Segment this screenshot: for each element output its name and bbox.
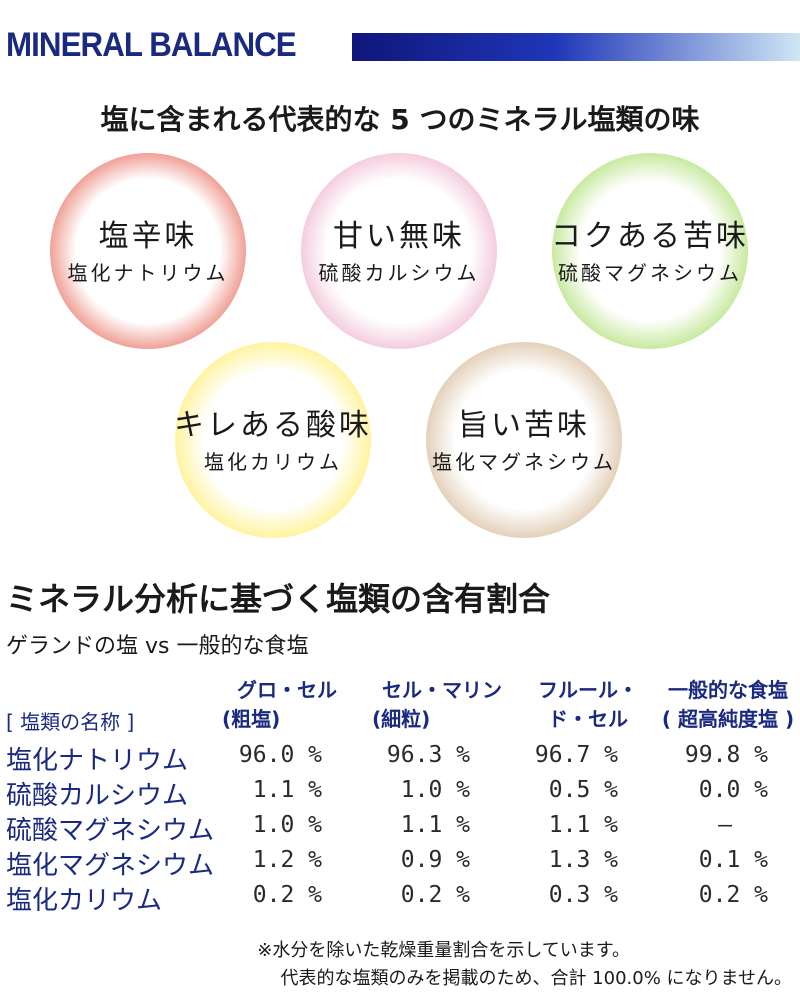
- table-row-magnesium-chloride: 塩化マグネシウム 1.2 % 0.9 % 1.3 % 0.1 %: [0, 845, 800, 881]
- taste-label: キレある酸味: [174, 408, 372, 443]
- value-fleur-de-sel: 1.3 %: [548, 847, 618, 873]
- taste-circle-umami-bitter: 旨い苦味 塩化マグネシウム: [426, 342, 622, 538]
- value-gros-sel: 96.0 %: [238, 742, 322, 768]
- taste-label: 甘い無味: [333, 219, 465, 254]
- column-header-line1: グロ・セル: [237, 678, 337, 702]
- analysis-section-title: ミネラル分析に基づく塩類の含有割合: [6, 580, 551, 618]
- taste-circle-salty: 塩辛味 塩化ナトリウム: [50, 153, 246, 349]
- value-fleur-de-sel: 96.7 %: [534, 742, 618, 768]
- table-row-sodium-chloride: 塩化ナトリウム 96.0 % 96.3 % 96.7 % 99.8 %: [0, 740, 800, 776]
- taste-circle-rich-bitter: コクある苦味 硫酸マグネシウム: [551, 153, 748, 349]
- value-sel-marin: 0.9 %: [400, 847, 470, 873]
- header-gradient-bar: [352, 33, 800, 61]
- column-header-line2: ド・セル: [548, 707, 628, 731]
- taste-circle-sour: キレある酸味 塩化カリウム: [174, 342, 371, 538]
- value-table-salt: 0.1 %: [698, 847, 768, 873]
- row-name: 硫酸カルシウム: [6, 781, 189, 811]
- taste-label: コクある苦味: [551, 219, 749, 254]
- value-sel-marin: 0.2 %: [400, 882, 470, 908]
- value-fleur-de-sel: 1.1 %: [548, 812, 618, 838]
- row-name: 塩化マグネシウム: [6, 851, 215, 881]
- mineral-label: 塩化マグネシウム: [432, 450, 616, 474]
- comparison-subtitle: ゲランドの塩 vs 一般的な食塩: [6, 634, 309, 659]
- column-header-line2: (細粒): [372, 707, 431, 731]
- mineral-label: 硫酸カルシウム: [318, 261, 480, 285]
- value-fleur-de-sel: 0.5 %: [548, 777, 618, 803]
- column-header-line1: セル・マリン: [382, 678, 502, 702]
- mineral-label: 硫酸マグネシウム: [558, 261, 742, 285]
- value-table-salt: 0.0 %: [698, 777, 768, 803]
- column-header-line2: (粗塩): [222, 707, 281, 731]
- column-header-line1: 一般的な食塩: [668, 678, 788, 702]
- taste-circle-sweet: 甘い無味 硫酸カルシウム: [301, 153, 497, 349]
- value-gros-sel: 0.2 %: [252, 882, 322, 908]
- column-header-gros-sel: グロ・セル (粗塩): [222, 676, 352, 734]
- value-sel-marin: 1.0 %: [400, 777, 470, 803]
- value-gros-sel: 1.0 %: [252, 812, 322, 838]
- column-header-sel-marin: セル・マリン (細粒): [372, 676, 512, 734]
- value-sel-marin: 1.1 %: [400, 812, 470, 838]
- taste-label: 旨い苦味: [458, 408, 590, 443]
- mineral-label: 塩化ナトリウム: [67, 261, 229, 285]
- value-fleur-de-sel: 0.3 %: [548, 882, 618, 908]
- column-header-table-salt: 一般的な食塩 ( 超高純度塩 ): [656, 676, 800, 734]
- value-table-salt: 0.2 %: [698, 882, 768, 908]
- value-table-salt: 99.8 %: [684, 742, 768, 768]
- value-table-salt: —: [718, 812, 732, 838]
- salt-name-header: [ 塩類の名称 ]: [6, 710, 135, 734]
- column-header-line2: ( 超高純度塩 ): [661, 707, 795, 731]
- value-gros-sel: 1.2 %: [252, 847, 322, 873]
- table-row-magnesium-sulfate: 硫酸マグネシウム 1.0 % 1.1 % 1.1 % —: [0, 810, 800, 846]
- row-name: 塩化ナトリウム: [6, 746, 189, 776]
- taste-label: 塩辛味: [98, 219, 198, 254]
- row-name: 硫酸マグネシウム: [6, 816, 215, 846]
- footnote-total-note: 代表的な塩類のみを掲載のため、合計 100.0% になりません。: [280, 968, 792, 989]
- value-gros-sel: 1.1 %: [252, 777, 322, 803]
- header-title: MINERAL BALANCE: [6, 26, 297, 64]
- value-sel-marin: 96.3 %: [386, 742, 470, 768]
- mineral-label: 塩化カリウム: [204, 450, 342, 474]
- footnote-dry-weight: ※水分を除いた乾燥重量割合を示しています。: [257, 940, 630, 961]
- column-header-fleur-de-sel: フルール・ ド・セル: [528, 676, 648, 734]
- column-header-line1: フルール・: [538, 678, 638, 702]
- taste-section-title: 塩に含まれる代表的な 5 つのミネラル塩類の味: [100, 103, 700, 136]
- row-name: 塩化カリウム: [6, 886, 163, 916]
- table-row-potassium-chloride: 塩化カリウム 0.2 % 0.2 % 0.3 % 0.2 %: [0, 880, 800, 916]
- table-row-calcium-sulfate: 硫酸カルシウム 1.1 % 1.0 % 0.5 % 0.0 %: [0, 775, 800, 811]
